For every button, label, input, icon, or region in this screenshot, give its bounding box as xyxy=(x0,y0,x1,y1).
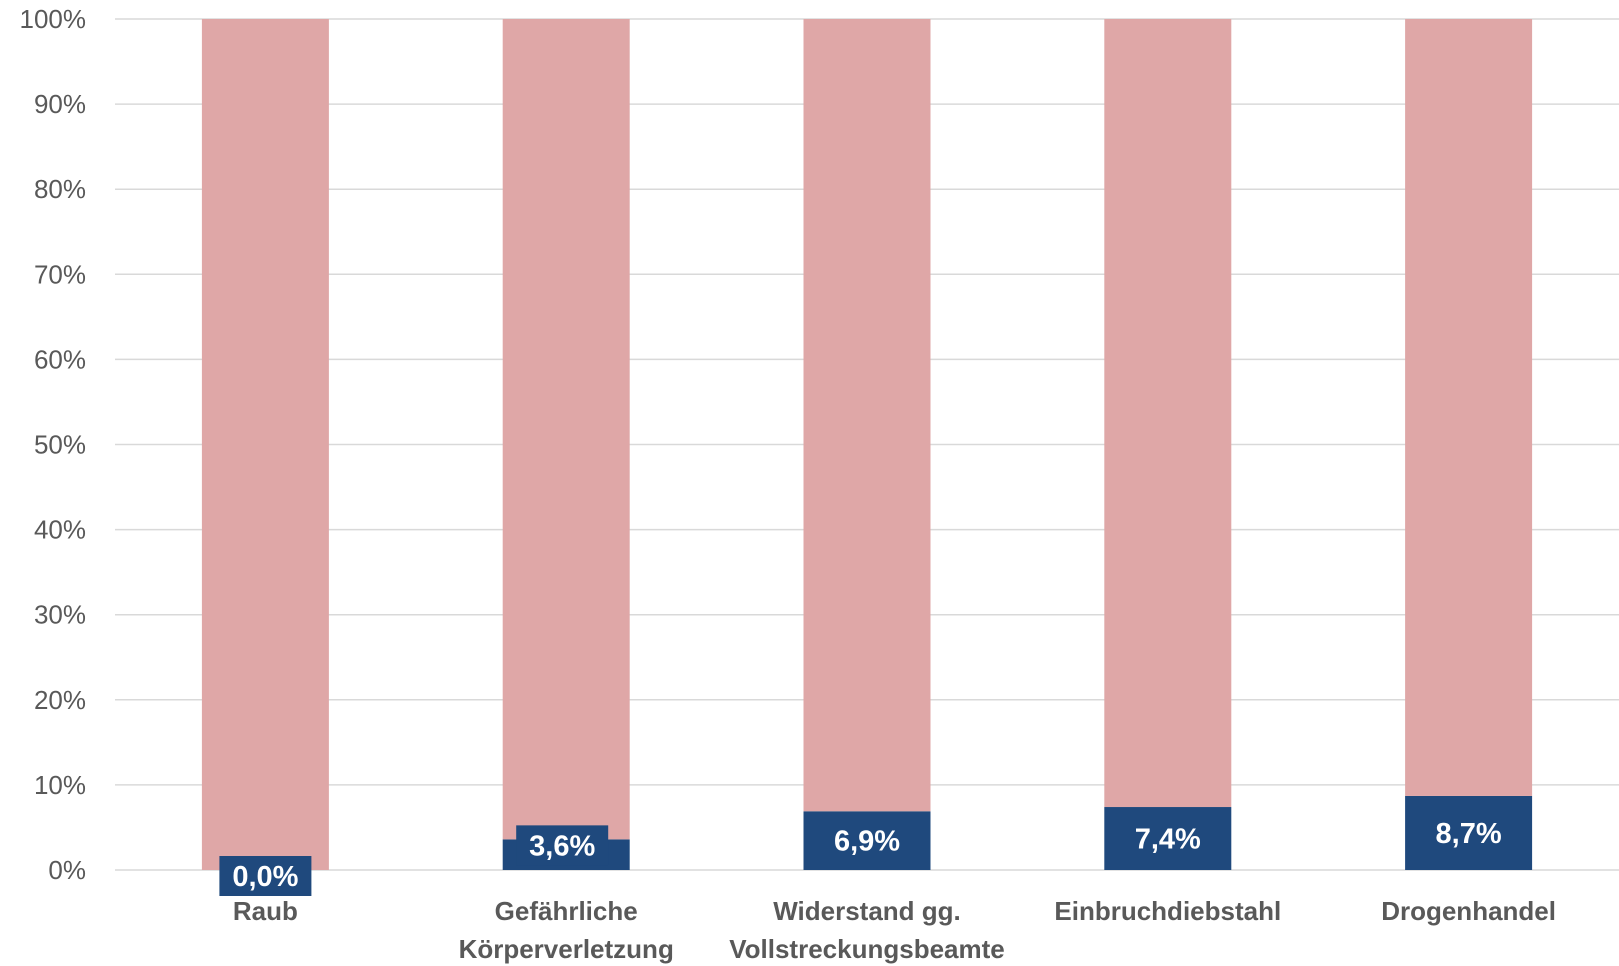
data-label-box xyxy=(516,825,609,866)
bar-segment-primary xyxy=(1104,807,1232,870)
y-tick-label: 20% xyxy=(34,685,86,715)
x-axis-tick-labels: Raub Gefährliche Körperverletzung Widerstan… xyxy=(233,896,1556,964)
y-tick-label: 50% xyxy=(34,430,86,460)
y-tick-label: 0% xyxy=(48,855,86,885)
x-tick-label: Einbruchdiebstahl xyxy=(1054,896,1281,926)
data-label-box xyxy=(219,856,312,896)
bar-segment-remainder xyxy=(201,19,329,870)
y-axis-tick-labels: 0% 10% 20% 30% 40% 50% 60% 70% 80% 90% 100% xyxy=(20,4,87,885)
x-tick-label: Widerstand gg. xyxy=(773,896,961,926)
y-tick-label: 70% xyxy=(34,259,86,289)
data-labels: 0,0% 3,6% 6,9% 7,4% 8,7% xyxy=(219,818,1502,896)
y-tick-label: 30% xyxy=(34,600,86,630)
bar-segment-remainder xyxy=(1405,19,1533,796)
y-tick-label: 60% xyxy=(34,344,86,374)
bar-segment-primary xyxy=(803,811,931,870)
data-label: 7,4% xyxy=(1135,824,1201,856)
data-label: 8,7% xyxy=(1436,818,1502,850)
x-tick-label: Vollstreckungsbeamte xyxy=(729,934,1005,964)
bar-segment-remainder xyxy=(502,19,630,840)
bar-segment-primary xyxy=(1405,795,1533,870)
data-label: 3,6% xyxy=(529,830,595,862)
bars xyxy=(201,19,1533,870)
data-label: 0,0% xyxy=(232,861,298,893)
bar-segment-remainder xyxy=(1104,19,1232,808)
bar-segment-remainder xyxy=(803,19,931,812)
y-tick-label: 10% xyxy=(34,770,86,800)
y-tick-label: 100% xyxy=(20,4,87,34)
x-tick-label: Raub xyxy=(233,896,298,926)
x-tick-label: Gefährliche xyxy=(495,896,638,926)
y-tick-label: 90% xyxy=(34,89,86,119)
y-tick-label: 80% xyxy=(34,174,86,204)
x-tick-label: Körperverletzung xyxy=(459,934,674,964)
y-tick-label: 40% xyxy=(34,515,86,545)
data-label: 6,9% xyxy=(834,826,900,858)
x-tick-label: Drogenhandel xyxy=(1381,896,1556,926)
